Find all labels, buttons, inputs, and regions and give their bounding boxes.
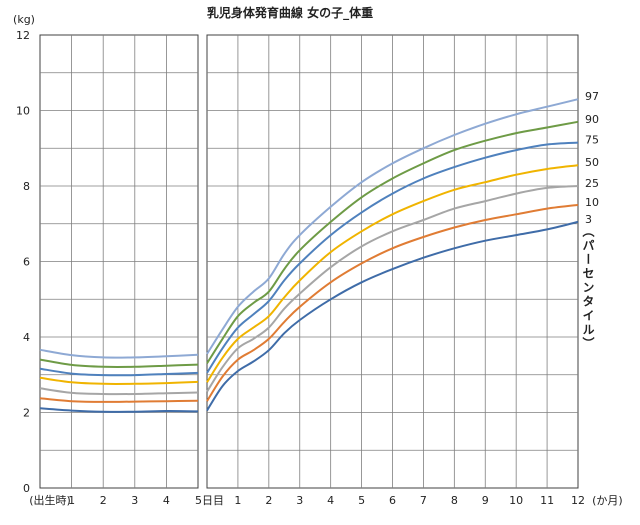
x-tick-label: 6: [389, 494, 396, 507]
x-tick-label: 7: [420, 494, 427, 507]
x-tick-label: 3: [296, 494, 303, 507]
chart-title: 乳児身体発育曲線 女の子_体重: [207, 5, 373, 21]
y-unit-label: (kg): [13, 13, 35, 26]
series-line-p10: [39, 397, 199, 403]
series-line-p25: [39, 387, 199, 396]
x-tick-label: 2: [100, 494, 107, 507]
series-line-p3: [39, 407, 199, 413]
x-tick-label: 12: [571, 494, 585, 507]
x-tick-label: 4: [327, 494, 334, 507]
series-line-p50: [206, 164, 579, 383]
y-tick-label: 4: [23, 331, 30, 344]
series-line-p10: [206, 203, 579, 402]
x-tick-label: 10: [509, 494, 523, 507]
x-tick-label: 9: [482, 494, 489, 507]
y-tick-label: 8: [23, 180, 30, 193]
x-tick-label: 8: [451, 494, 458, 507]
y-tick-label: 10: [16, 105, 30, 118]
percentile-label: 10: [585, 196, 599, 209]
percentile-label: 3: [585, 213, 592, 226]
x-tick-label: 1: [68, 494, 75, 507]
y-tick-label: 0: [23, 482, 30, 495]
y-tick-label: 6: [23, 256, 30, 269]
x-tick-label: (か月): [592, 494, 623, 507]
series-line-p97: [39, 348, 199, 359]
percentile-label: 97: [585, 90, 599, 103]
x-tick-label: 2: [265, 494, 272, 507]
percentile-label: 25: [585, 177, 599, 190]
y-tick-label: 12: [16, 29, 30, 42]
series-line-p90: [206, 120, 579, 364]
series-line-p3: [206, 220, 579, 412]
x-tick-label: 4: [163, 494, 170, 507]
percentile-label: 90: [585, 113, 599, 126]
x-tick-label: 5: [358, 494, 365, 507]
percentile-axis-label: （パーセンタイル）: [581, 225, 595, 351]
x-tick-label: 1: [234, 494, 241, 507]
x-tick-label: 3: [131, 494, 138, 507]
series-line-p75: [39, 367, 199, 377]
series-line-p25: [206, 185, 579, 393]
x-tick-label: 5日目: [195, 494, 224, 507]
percentile-label: 50: [585, 156, 599, 169]
series-line-p50: [39, 376, 199, 385]
series-line-p97: [206, 98, 579, 355]
percentile-label: 75: [585, 134, 599, 147]
x-tick-label: 11: [540, 494, 554, 507]
y-tick-label: 2: [23, 407, 30, 420]
series-line-p90: [39, 358, 199, 368]
series-line-p75: [206, 141, 579, 374]
panel-newborn: (出生時)1 2 3 4 5日目: [29, 34, 224, 507]
x-tick-label: (出生時): [29, 493, 71, 507]
